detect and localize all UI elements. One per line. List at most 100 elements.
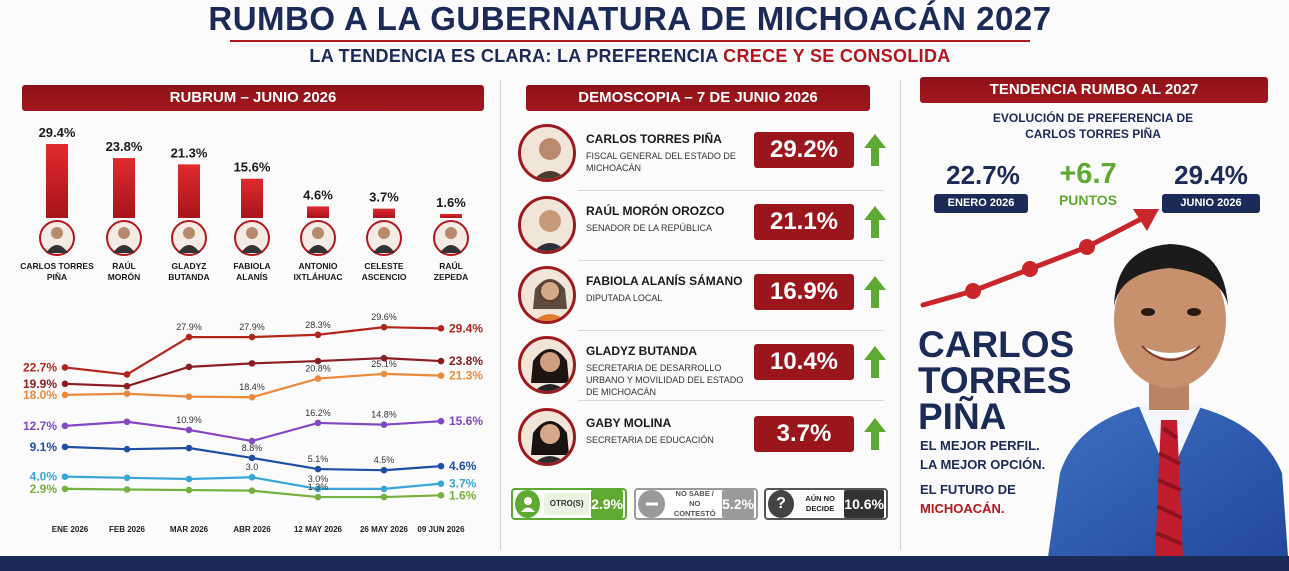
data-label: 29.6%	[371, 312, 397, 322]
bar-value-label: 29.4%	[39, 125, 76, 140]
avatar-body	[440, 245, 462, 253]
avatar	[518, 408, 576, 466]
divider-left	[500, 80, 501, 550]
series-point	[185, 333, 193, 341]
end-date-badge: JUNIO 2026	[1162, 194, 1260, 213]
bar	[46, 144, 68, 218]
slogan: EL MEJOR PERFIL. LA MEJOR OPCIÓN. EL FUT…	[920, 436, 1045, 518]
series-start-label: 22.7%	[23, 360, 57, 374]
bar-category-label: ZEPEDA	[434, 272, 468, 282]
series-point	[61, 391, 69, 399]
series-end-label: 29.4%	[449, 321, 483, 335]
bar	[307, 206, 329, 218]
avatar-head	[51, 227, 63, 239]
candidate-percentage: 16.9%	[754, 274, 854, 310]
series-point	[314, 357, 322, 365]
data-label: 8.8%	[242, 443, 263, 453]
candidate-role: SECRETARIA DE DESARROLLO URBANO Y MOVILI…	[586, 363, 744, 397]
series-point	[314, 493, 322, 501]
avatar-body	[178, 245, 200, 253]
series-point	[437, 357, 445, 365]
series-point	[380, 421, 388, 428]
bar-category-label: ANTONIO	[298, 261, 337, 271]
series-point	[123, 371, 131, 378]
nodecide-label-line1: AÚN NO	[805, 494, 835, 503]
series-point	[185, 363, 193, 371]
series-start-label: 4.0%	[30, 470, 58, 484]
series-point	[248, 473, 256, 481]
data-label: 3.0%	[308, 474, 329, 484]
bar-category-label: BUTANDA	[168, 272, 209, 282]
row-divider	[578, 190, 884, 191]
data-label: 3.0	[246, 462, 259, 472]
demoscopia-banner: DEMOSCOPIA – 7 DE JUNIO 2026	[526, 85, 870, 111]
slogan-line2: LA MEJOR OPCIÓN.	[920, 457, 1046, 472]
question-icon: ?	[768, 490, 794, 518]
bar-category-label: PIÑA	[47, 272, 67, 282]
series-start-label: 9.1%	[30, 440, 58, 454]
avatar-head	[378, 227, 390, 239]
series-point	[248, 360, 256, 367]
avatar	[518, 336, 576, 394]
candidate-role: FISCAL GENERAL DEL ESTADO DE MICHOACÁN	[586, 151, 736, 173]
avatar-body	[241, 245, 263, 253]
series-point	[61, 380, 69, 388]
candidate-row: GLADYZ BUTANDA SECRETARIA DE DESARROLLO …	[518, 332, 886, 397]
data-label: 4.5%	[374, 455, 395, 465]
series-point	[380, 466, 388, 474]
series-point	[123, 445, 131, 453]
candidate-name: GLADYZ BUTANDA	[586, 344, 698, 358]
avatar-head	[445, 227, 457, 239]
avatar-body	[46, 245, 68, 253]
candidate-row: FABIOLA ALANÍS SÁMANO DIPUTADA LOCAL 16.…	[518, 262, 886, 326]
series-end-label: 21.3%	[449, 369, 483, 383]
title-underline	[230, 40, 1030, 42]
series-point	[61, 364, 69, 371]
data-label: 5.1%	[308, 454, 329, 464]
series-point	[437, 372, 445, 379]
delta-label: PUNTOS	[1058, 192, 1118, 208]
series-point	[380, 370, 388, 378]
series-point	[185, 426, 193, 434]
x-tick-label: 09 JUN 2026	[417, 525, 465, 534]
series-point	[248, 487, 256, 494]
series-start-label: 19.9%	[23, 377, 57, 391]
bar-category-label: MORÓN	[108, 271, 141, 282]
row-divider	[578, 400, 884, 401]
divider-right	[900, 80, 901, 550]
arrow-up-icon	[864, 276, 886, 308]
bar-value-label: 23.8%	[106, 139, 143, 154]
series-end-label: 15.6%	[449, 414, 483, 428]
bar-category-label: ASCENCIO	[362, 272, 407, 282]
series-point	[61, 422, 69, 430]
series-point	[248, 393, 256, 401]
nosabe-label-line1: NO SABE /	[675, 489, 714, 498]
bar	[178, 164, 200, 218]
avatar	[518, 196, 576, 254]
bar-category-label: CARLOS TORRES	[20, 261, 94, 271]
series-point	[248, 333, 256, 341]
candidate-percentage: 10.4%	[754, 344, 854, 380]
avatar-head	[183, 227, 195, 239]
series-point	[123, 382, 131, 390]
series-point	[380, 354, 388, 362]
candidate-row: RAÚL MORÓN OROZCO SENADOR DE LA REPÚBLIC…	[518, 192, 886, 256]
avatar-head	[246, 227, 258, 239]
bar-value-label: 1.6%	[436, 195, 466, 210]
trend-arrow	[920, 209, 1159, 308]
bar-value-label: 15.6%	[234, 160, 271, 175]
page-title: RUMBO A LA GUBERNATURA DE MICHOACÁN 2027	[208, 0, 1052, 37]
bar-category-label: IXTLÁHUAC	[293, 272, 342, 282]
subtitle-highlight: CRECE Y SE CONSOLIDA	[723, 46, 951, 66]
avatar-head	[312, 227, 324, 239]
series-point	[248, 437, 256, 445]
series-end-label: 1.6%	[449, 488, 477, 502]
slogan-line4: MICHOACÁN.	[920, 501, 1005, 516]
series-point	[185, 486, 193, 494]
series-point	[314, 419, 322, 427]
series-point	[437, 480, 445, 487]
data-label: 18.4%	[239, 382, 265, 392]
candidate-big-name-line2: TORRES	[918, 360, 1072, 401]
bar-value-label: 4.6%	[303, 187, 333, 202]
data-label: 10.9%	[176, 415, 202, 425]
